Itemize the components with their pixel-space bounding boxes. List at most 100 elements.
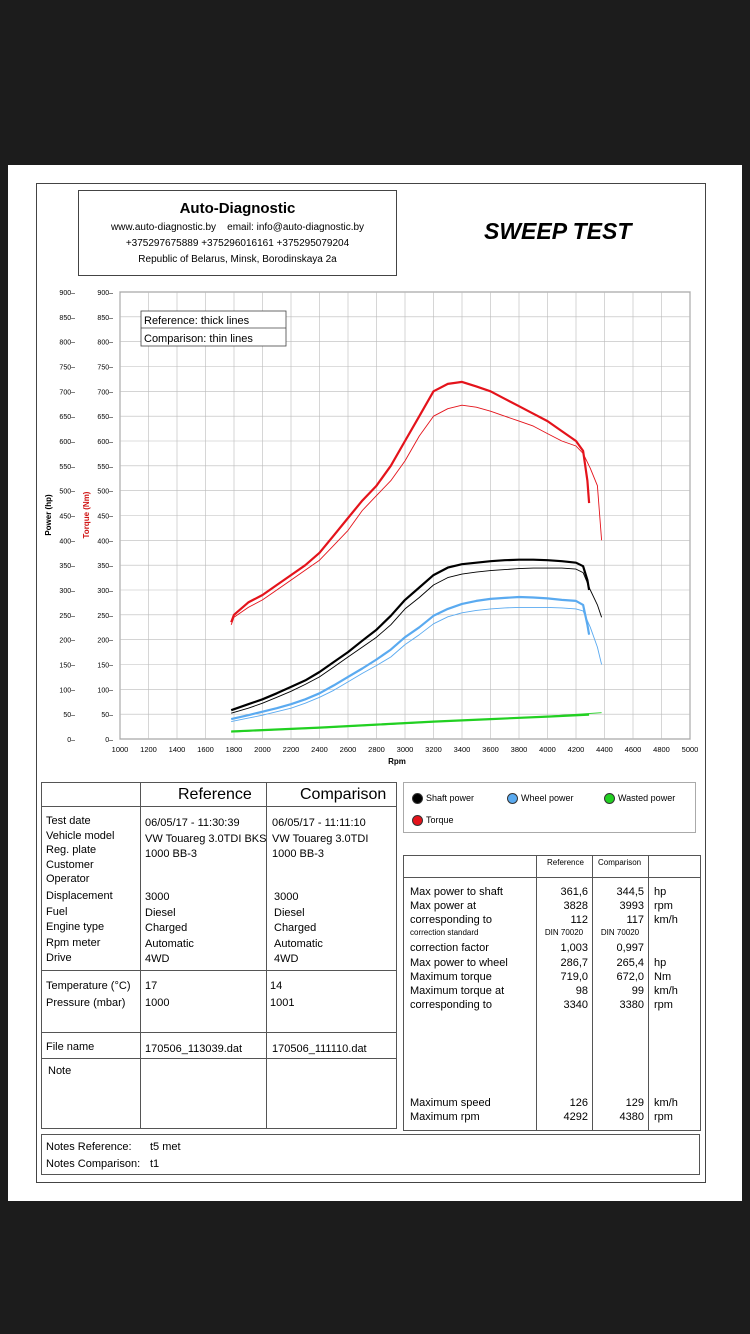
chart-legend-reference: Reference: thick lines [144,315,250,327]
speed-row-cmp: 4380 [619,1111,644,1123]
x-tick-label: 4800 [653,745,670,754]
series-line-torque-comparison [230,404,603,625]
x-tick-label: 2200 [283,745,300,754]
result-row-label: Max power at [410,900,477,913]
vehicle-field-label: Pressure (mbar) [46,997,126,1009]
result-row-unit: Nm [654,970,672,983]
vehicle-field-label: Reg. plate [46,844,97,856]
speed-row-label: Maximum speed [410,1097,491,1109]
y-tick-label-power: 300– [59,588,75,595]
result-row-ref: 719,0 [560,970,588,983]
col-header-reference: Reference [178,786,252,803]
y-tick-label-torque: 800– [97,340,113,347]
x-tick-label: 2400 [311,745,328,754]
company-web-email: www.auto-diagnostic.by email: info@auto-… [110,222,365,233]
result-row-cmp: 3380 [619,998,644,1011]
y-tick-label-torque: 500– [97,489,113,496]
table-divider [140,782,141,1129]
y-tick-label-torque: 850– [97,315,113,322]
x-tick-label: 4000 [539,745,556,754]
vehicle-cmp-value: Automatic [274,937,323,950]
y-tick-label-power: 800– [59,340,75,347]
col-header-comparison: Comparison [300,786,387,803]
result-row-ref: 1,003 [560,942,588,955]
x-tick-label: 2800 [368,745,385,754]
notes-ref-label: Notes Reference: [46,1141,132,1153]
y-tick-label-torque: 450– [97,514,113,521]
y-tick-label-torque: 400– [97,538,113,545]
y-tick-label-torque: 100– [97,687,113,694]
shaft-power-dot-icon [412,793,423,804]
vehicle-field-label: Temperature (°C) [46,980,131,992]
x-tick-label: 4600 [625,745,642,754]
speed-row-cmp: 129 [625,1097,644,1109]
file-name-cmp: 170506_111110.dat [272,1043,367,1055]
x-axis-label: Rpm [388,757,406,766]
result-row-label: correction standard [410,928,479,938]
vehicle-cmp-value: 06/05/17 - 11:11:10 [272,817,366,829]
y-tick-label-power: 550– [59,464,75,471]
speed-row-label: Maximum rpm [410,1111,480,1123]
y-tick-label-power: 450– [59,514,75,521]
series-line-shaft-power-reference [230,558,591,712]
table-divider [592,855,593,1131]
results-col-reference: Reference [547,858,584,867]
vehicle-ref-value: 3000 [145,891,170,903]
result-row-unit: rpm [654,900,673,913]
y-tick-label-power: 600– [59,439,75,446]
x-tick-label: 4400 [596,745,613,754]
table-divider [41,1058,397,1059]
y-tick-label-power: 700– [59,389,75,396]
vehicle-cmp-value: 1001 [270,997,295,1009]
vehicle-ref-value: VW Touareg 3.0TDI BKS [145,832,267,845]
table-divider [536,855,537,1131]
notes-cmp-label: Notes Comparison: [46,1158,141,1170]
y-tick-label-torque: 700– [97,389,113,396]
y-tick-label-power: 750– [59,365,75,372]
report-title: SWEEP TEST [484,218,632,244]
y-tick-label-power: 500– [59,489,75,496]
x-tick-label: 1600 [197,745,214,754]
speed-row-ref: 4292 [563,1111,588,1123]
file-name-label: File name [46,1041,95,1053]
series-line-torque-reference [230,380,591,623]
wheel-power-dot-icon [507,793,518,804]
result-row-unit: km/h [654,984,678,997]
series-line-wheel-power-comparison [231,606,603,723]
table-divider [41,1032,397,1033]
company-phones: +375297675889 +375296016161 +37529507920… [125,238,350,249]
result-row-ref: 98 [575,984,588,997]
y-tick-label-torque: 250– [97,613,113,620]
result-row-label: Maximum torque at [410,984,505,997]
vehicle-field-label: Drive [46,952,72,964]
vehicle-cmp-value: 1000 BB-3 [272,848,324,860]
company-name: Auto-Diagnostic [179,200,296,217]
x-tick-label: 2600 [340,745,357,754]
y-tick-label-torque: 50– [101,712,113,719]
vehicle-field-label: Rpm meter [46,936,101,949]
y-tick-label-torque: 350– [97,563,113,570]
result-row-label: corresponding to [410,914,492,927]
vehicle-ref-value: 1000 [145,997,170,1009]
y-tick-label-power: 0– [67,737,75,744]
y-tick-label-torque: 550– [97,464,113,471]
y-tick-label-torque: 600– [97,439,113,446]
x-tick-label: 1400 [169,745,186,754]
company-header: Auto-Diagnostic www.auto-diagnostic.by e… [78,190,397,276]
results-col-comparison: Comparison [598,858,642,867]
result-row-cmp: 344,5 [616,886,644,898]
y-tick-label-torque: 0– [105,737,113,744]
result-row-label: Maximum torque [410,970,492,983]
x-tick-label: 3200 [425,745,442,754]
x-tick-label: 1800 [226,745,243,754]
y-tick-label-torque: 150– [97,663,113,670]
table-divider [266,782,267,1129]
chart-legend-box: Reference: thick lines Comparison: thin l… [140,310,287,347]
result-row-label: Max power to shaft [410,886,503,898]
y-tick-label-torque: 900– [97,290,113,297]
company-address: Republic of Belarus, Minsk, Borodinskaya… [138,254,337,265]
y-axis-label-power: Power (hp) [44,494,53,536]
x-tick-label: 1200 [140,745,157,754]
result-row-ref: 286,7 [560,956,588,969]
result-row-label: correction factor [410,942,489,955]
